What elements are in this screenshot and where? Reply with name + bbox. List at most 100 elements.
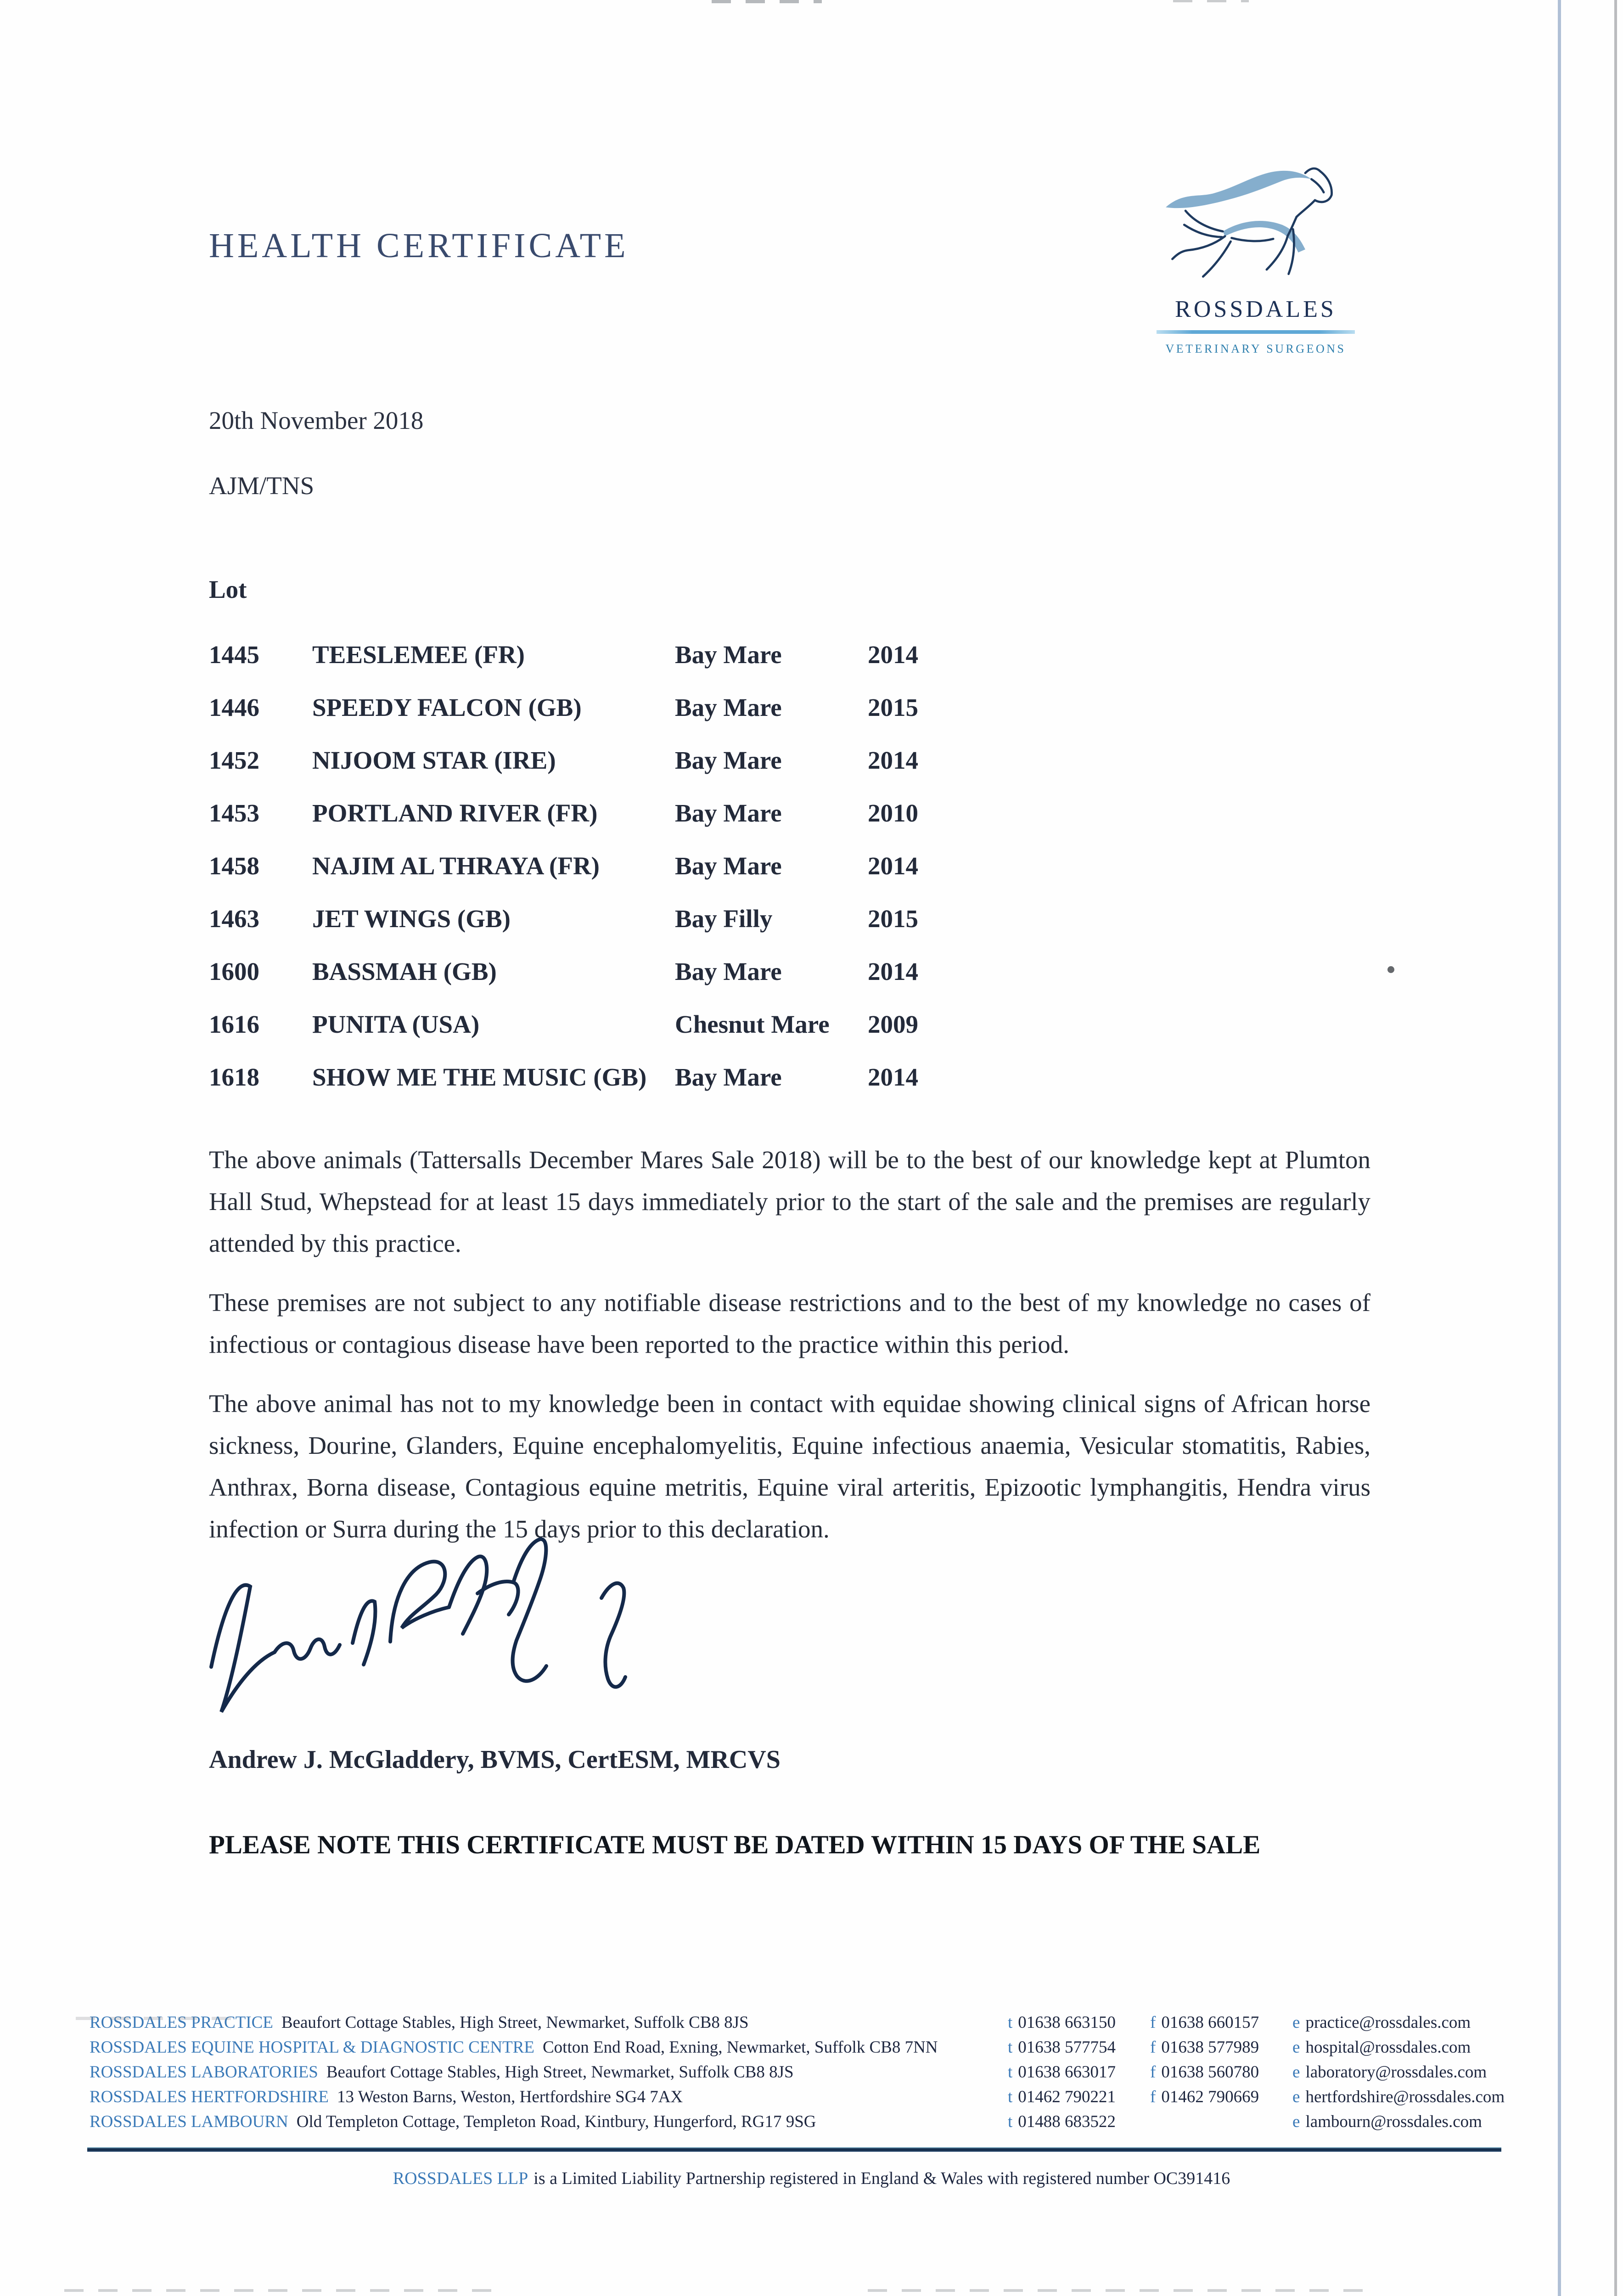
phone-entry: t 01638 663150 bbox=[1008, 2010, 1116, 2035]
lot-number: 1616 bbox=[209, 1010, 259, 1038]
email-entry: e practice@rossdales.com bbox=[1292, 2010, 1471, 2035]
footer-location-row: ROSSDALES LABORATORIES Beaufort Cottage S… bbox=[90, 2060, 1577, 2085]
leaping-horse-icon bbox=[1166, 167, 1333, 278]
fax-entry: f 01462 790669 bbox=[1150, 2085, 1259, 2110]
horse-description: Bay Mare bbox=[675, 957, 782, 985]
email-prefix: e bbox=[1292, 2112, 1300, 2131]
foaling-year: 2014 bbox=[868, 1063, 918, 1091]
lot-table-row: 1458 NAJIM AL THRAYA (FR) Bay Mare 2014 bbox=[209, 839, 1265, 892]
phone-entry: t 01488 683522 bbox=[1008, 2110, 1116, 2134]
email-address: hospital@rossdales.com bbox=[1305, 2038, 1471, 2057]
horse-name: PORTLAND RIVER (FR) bbox=[312, 799, 598, 827]
location-address: 13 Weston Barns, Weston, Hertfordshire S… bbox=[337, 2088, 683, 2106]
phone-entry: t 01638 577754 bbox=[1008, 2035, 1116, 2060]
paragraph-disease-restrictions: These premises are not subject to any no… bbox=[209, 1289, 1370, 1358]
phone-number: 01462 790221 bbox=[1018, 2088, 1116, 2106]
lot-number: 1445 bbox=[209, 641, 259, 669]
scan-artifact-top-dashes bbox=[1173, 0, 1249, 2]
logo-divider bbox=[1157, 330, 1355, 334]
fax-entry: f 01638 577989 bbox=[1150, 2035, 1259, 2060]
location-address: Old Templeton Cottage, Templeton Road, K… bbox=[296, 2112, 816, 2131]
foaling-year: 2009 bbox=[868, 1010, 918, 1038]
lot-table: 1445 TEESLEMEE (FR) Bay Mare 2014 1446 S… bbox=[209, 628, 1265, 1103]
scan-artifact-vertical-line-blue bbox=[1558, 0, 1561, 2296]
certificate-body: The above animals (Tattersalls December … bbox=[209, 1139, 1370, 1567]
location-name: ROSSDALES EQUINE HOSPITAL & DIAGNOSTIC C… bbox=[90, 2038, 534, 2057]
lot-table-heading: Lot bbox=[209, 575, 247, 603]
foaling-year: 2014 bbox=[868, 957, 918, 985]
logo-tagline: VETERINARY SURGEONS bbox=[1165, 342, 1346, 355]
horse-name: NIJOOM STAR (IRE) bbox=[312, 746, 556, 774]
paragraph-contact-declaration: The above animal has not to my knowledge… bbox=[209, 1390, 1370, 1543]
location-name: ROSSDALES PRACTICE bbox=[90, 2013, 273, 2032]
phone-number: 01488 683522 bbox=[1018, 2112, 1116, 2131]
signatory-name: Andrew J. McGladdery, BVMS, CertESM, MRC… bbox=[209, 1745, 781, 1774]
horse-name: BASSMAH (GB) bbox=[312, 957, 497, 985]
fax-number: 01638 560780 bbox=[1161, 2063, 1259, 2082]
llp-registration-prefix: ROSSDALES LLP bbox=[393, 2169, 528, 2188]
paragraph-premises: The above animals (Tattersalls December … bbox=[209, 1146, 1370, 1257]
horse-description: Bay Mare bbox=[675, 693, 782, 721]
fax-entry: f 01638 660157 bbox=[1150, 2010, 1259, 2035]
lot-number: 1458 bbox=[209, 852, 259, 880]
horse-description: Bay Mare bbox=[675, 746, 782, 774]
location-name: ROSSDALES HERTFORDSHIRE bbox=[90, 2088, 329, 2106]
phone-entry: t 01638 663017 bbox=[1008, 2060, 1116, 2085]
foaling-year: 2015 bbox=[868, 905, 918, 933]
horse-name: NAJIM AL THRAYA (FR) bbox=[312, 852, 600, 880]
phone-number: 01638 663017 bbox=[1018, 2063, 1116, 2082]
email-prefix: e bbox=[1292, 2013, 1300, 2032]
email-address: lambourn@rossdales.com bbox=[1305, 2112, 1482, 2131]
logo-wordmark: ROSSDALES bbox=[1175, 296, 1337, 322]
email-address: hertfordshire@rossdales.com bbox=[1305, 2088, 1505, 2106]
lot-table-row: 1446 SPEEDY FALCON (GB) Bay Mare 2015 bbox=[209, 681, 1265, 734]
fax-prefix: f bbox=[1150, 2038, 1156, 2057]
scan-artifact-footer-dash bbox=[76, 2017, 241, 2020]
fax-entry: f 01638 560780 bbox=[1150, 2060, 1259, 2085]
location-address: Beaufort Cottage Stables, High Street, N… bbox=[326, 2063, 794, 2082]
horse-description: Chesnut Mare bbox=[675, 1010, 830, 1038]
email-address: practice@rossdales.com bbox=[1305, 2013, 1471, 2032]
footer-divider-rule bbox=[87, 2147, 1501, 2152]
lot-number: 1463 bbox=[209, 905, 259, 933]
scan-artifact-top-dashes bbox=[712, 0, 822, 3]
letter-reference: AJM/TNS bbox=[209, 472, 314, 500]
horse-description: Bay Filly bbox=[675, 905, 773, 933]
email-entry: e lambourn@rossdales.com bbox=[1292, 2110, 1482, 2134]
lot-table-row: 1453 PORTLAND RIVER (FR) Bay Mare 2010 bbox=[209, 787, 1265, 839]
location-name: ROSSDALES LAMBOURN bbox=[90, 2112, 288, 2131]
foaling-year: 2014 bbox=[868, 641, 918, 669]
phone-number: 01638 577754 bbox=[1018, 2038, 1116, 2057]
rossdales-logo: ROSSDALES VETERINARY SURGEONS bbox=[1155, 152, 1357, 356]
email-entry: e hertfordshire@rossdales.com bbox=[1292, 2085, 1505, 2110]
foaling-year: 2014 bbox=[868, 746, 918, 774]
phone-prefix: t bbox=[1008, 2038, 1013, 2057]
email-prefix: e bbox=[1292, 2088, 1300, 2106]
lot-number: 1618 bbox=[209, 1063, 259, 1091]
horse-name: SHOW ME THE MUSIC (GB) bbox=[312, 1063, 647, 1091]
lot-table-row: 1618 SHOW ME THE MUSIC (GB) Bay Mare 201… bbox=[209, 1051, 1265, 1103]
fax-number: 01462 790669 bbox=[1161, 2088, 1259, 2106]
horse-description: Bay Mare bbox=[675, 799, 782, 827]
dating-notice: PLEASE NOTE THIS CERTIFICATE MUST BE DAT… bbox=[209, 1830, 1261, 1859]
email-prefix: e bbox=[1292, 2038, 1300, 2057]
lot-number: 1446 bbox=[209, 693, 259, 721]
foaling-year: 2015 bbox=[868, 693, 918, 721]
fax-prefix: f bbox=[1150, 2088, 1156, 2106]
email-prefix: e bbox=[1292, 2063, 1300, 2082]
fax-prefix: f bbox=[1150, 2013, 1156, 2032]
horse-description: Bay Mare bbox=[675, 1063, 782, 1091]
footer-locations: ROSSDALES PRACTICE Beaufort Cottage Stabl… bbox=[90, 2010, 1577, 2134]
lot-table-row: 1463 JET WINGS (GB) Bay Filly 2015 bbox=[209, 892, 1265, 945]
location-name: ROSSDALES LABORATORIES bbox=[90, 2063, 318, 2082]
foaling-year: 2010 bbox=[868, 799, 918, 827]
footer-location-row: ROSSDALES HERTFORDSHIRE 13 Weston Barns, … bbox=[90, 2085, 1577, 2110]
foaling-year: 2014 bbox=[868, 852, 918, 880]
fax-prefix: f bbox=[1150, 2063, 1156, 2082]
signature-handwriting bbox=[209, 1537, 627, 1713]
scan-artifact-vertical-line-gray bbox=[1614, 0, 1617, 2296]
phone-prefix: t bbox=[1008, 2088, 1013, 2106]
phone-prefix: t bbox=[1008, 2063, 1013, 2082]
horse-description: Bay Mare bbox=[675, 852, 782, 880]
